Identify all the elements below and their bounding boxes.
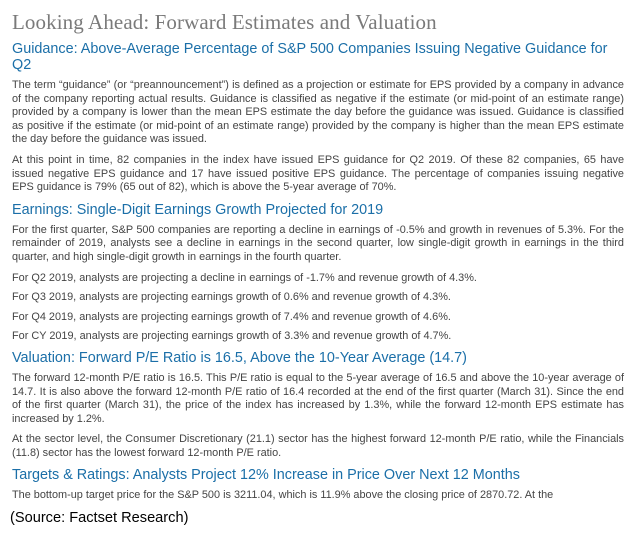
section-heading-valuation: Valuation: Forward P/E Ratio is 16.5, Ab…	[12, 349, 467, 366]
paragraph-valuation-pe: The forward 12-month P/E ratio is 16.5. …	[12, 371, 624, 425]
document-page: Looking Ahead: Forward Estimates and Val…	[12, 10, 624, 502]
paragraph-targets-price: The bottom-up target price for the S&P 5…	[12, 489, 554, 502]
paragraph-valuation-sector: At the sector level, the Consumer Discre…	[12, 433, 624, 459]
paragraph-guidance-count: At this point in time, 82 companies in t…	[12, 153, 624, 194]
paragraph-earnings-q2: For Q2 2019, analysts are projecting a d…	[12, 271, 477, 284]
section-heading-guidance: Guidance: Above-Average Percentage of S&…	[12, 41, 608, 73]
page-title: Looking Ahead: Forward Estimates and Val…	[12, 10, 437, 34]
paragraph-earnings-cy: For CY 2019, analysts are projecting ear…	[12, 330, 452, 343]
paragraph-guidance-definition: The term “guidance” (or “preannouncement…	[12, 79, 624, 146]
paragraph-earnings-q4: For Q4 2019, analysts are projecting ear…	[12, 310, 451, 323]
paragraph-earnings-q3: For Q3 2019, analysts are projecting ear…	[12, 291, 451, 304]
paragraph-earnings-overview: For the first quarter, S&P 500 companies…	[12, 223, 624, 263]
source-caption: (Source: Factset Research)	[10, 510, 189, 526]
section-heading-earnings: Earnings: Single-Digit Earnings Growth P…	[12, 201, 384, 218]
section-heading-targets: Targets & Ratings: Analysts Project 12% …	[12, 467, 520, 484]
